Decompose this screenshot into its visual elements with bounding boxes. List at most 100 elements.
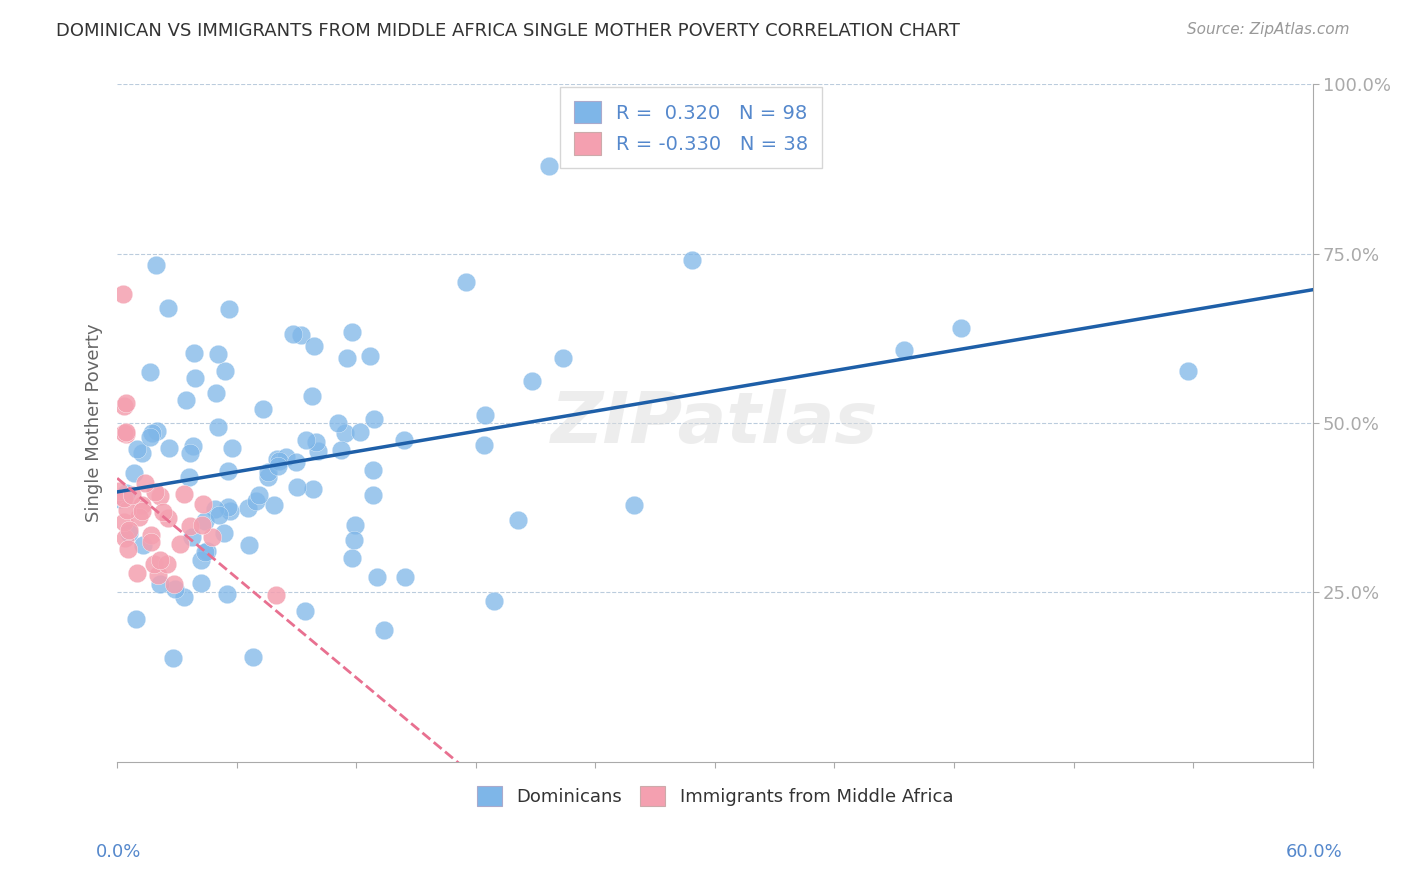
Point xyxy=(285,455,308,469)
Point xyxy=(219,504,242,518)
Point xyxy=(263,499,285,513)
Point xyxy=(454,275,477,289)
Point xyxy=(125,612,148,626)
Point xyxy=(115,427,138,442)
Point xyxy=(343,518,366,533)
Point xyxy=(363,412,385,426)
Y-axis label: Single Mother Poverty: Single Mother Poverty xyxy=(86,324,103,523)
Point xyxy=(204,501,226,516)
Point xyxy=(207,347,229,361)
Point xyxy=(474,409,496,423)
Point xyxy=(257,470,280,484)
Point xyxy=(214,364,236,378)
Point xyxy=(181,439,204,453)
Point xyxy=(131,446,153,460)
Point xyxy=(392,433,415,447)
Point xyxy=(361,488,384,502)
Point xyxy=(215,587,238,601)
Point xyxy=(267,459,290,474)
Point xyxy=(522,374,544,388)
Point xyxy=(117,541,139,556)
Point xyxy=(115,503,138,517)
Point xyxy=(301,389,323,403)
Point xyxy=(217,500,239,514)
Text: 0.0%: 0.0% xyxy=(96,843,141,861)
Point xyxy=(195,543,218,558)
Point xyxy=(326,416,349,430)
Text: Source: ZipAtlas.com: Source: ZipAtlas.com xyxy=(1187,22,1350,37)
Point xyxy=(194,514,217,528)
Point xyxy=(139,365,162,379)
Point xyxy=(125,566,148,581)
Point xyxy=(366,570,388,584)
Point xyxy=(157,511,180,525)
Point xyxy=(301,482,323,496)
Point xyxy=(131,504,153,518)
Point xyxy=(340,550,363,565)
Point xyxy=(169,536,191,550)
Point xyxy=(108,483,131,498)
Point xyxy=(950,320,973,334)
Point xyxy=(343,533,366,547)
Point xyxy=(112,425,135,440)
Point xyxy=(143,557,166,571)
Point xyxy=(162,577,184,591)
Point xyxy=(893,343,915,357)
Point xyxy=(179,446,201,460)
Point xyxy=(162,650,184,665)
Point xyxy=(681,253,703,268)
Point xyxy=(359,349,381,363)
Point xyxy=(152,505,174,519)
Point xyxy=(333,425,356,440)
Point xyxy=(112,491,135,505)
Point xyxy=(111,491,134,505)
Point xyxy=(173,486,195,500)
Point xyxy=(179,470,201,484)
Point xyxy=(157,441,180,455)
Point xyxy=(305,435,328,450)
Point xyxy=(394,569,416,583)
Point xyxy=(131,498,153,512)
Point xyxy=(190,575,212,590)
Point xyxy=(143,484,166,499)
Point xyxy=(191,517,214,532)
Point xyxy=(112,287,135,301)
Point xyxy=(184,371,207,385)
Point xyxy=(112,399,135,413)
Point xyxy=(474,438,496,452)
Point xyxy=(179,519,201,533)
Point xyxy=(281,327,304,342)
Point xyxy=(294,604,316,618)
Point xyxy=(121,488,143,502)
Point xyxy=(1177,364,1199,378)
Point xyxy=(145,258,167,272)
Point xyxy=(238,538,260,552)
Text: DOMINICAN VS IMMIGRANTS FROM MIDDLE AFRICA SINGLE MOTHER POVERTY CORRELATION CHA: DOMINICAN VS IMMIGRANTS FROM MIDDLE AFRI… xyxy=(56,22,960,40)
Point xyxy=(114,531,136,545)
Point xyxy=(118,523,141,537)
Point xyxy=(128,510,150,524)
Point xyxy=(336,351,359,365)
Point xyxy=(217,465,239,479)
Point xyxy=(118,525,141,540)
Point xyxy=(236,501,259,516)
Point xyxy=(307,443,329,458)
Point xyxy=(269,454,291,468)
Point xyxy=(276,450,298,465)
Text: ZIPatlas: ZIPatlas xyxy=(551,389,879,458)
Point xyxy=(249,488,271,502)
Point xyxy=(506,513,529,527)
Point xyxy=(302,338,325,352)
Point xyxy=(156,558,179,572)
Point xyxy=(115,395,138,409)
Point xyxy=(266,452,288,467)
Point xyxy=(183,346,205,360)
Point xyxy=(194,544,217,558)
Point xyxy=(623,498,645,512)
Point xyxy=(115,425,138,439)
Point xyxy=(112,516,135,530)
Point xyxy=(264,588,287,602)
Point xyxy=(157,301,180,315)
Point xyxy=(180,530,202,544)
Point xyxy=(173,590,195,604)
